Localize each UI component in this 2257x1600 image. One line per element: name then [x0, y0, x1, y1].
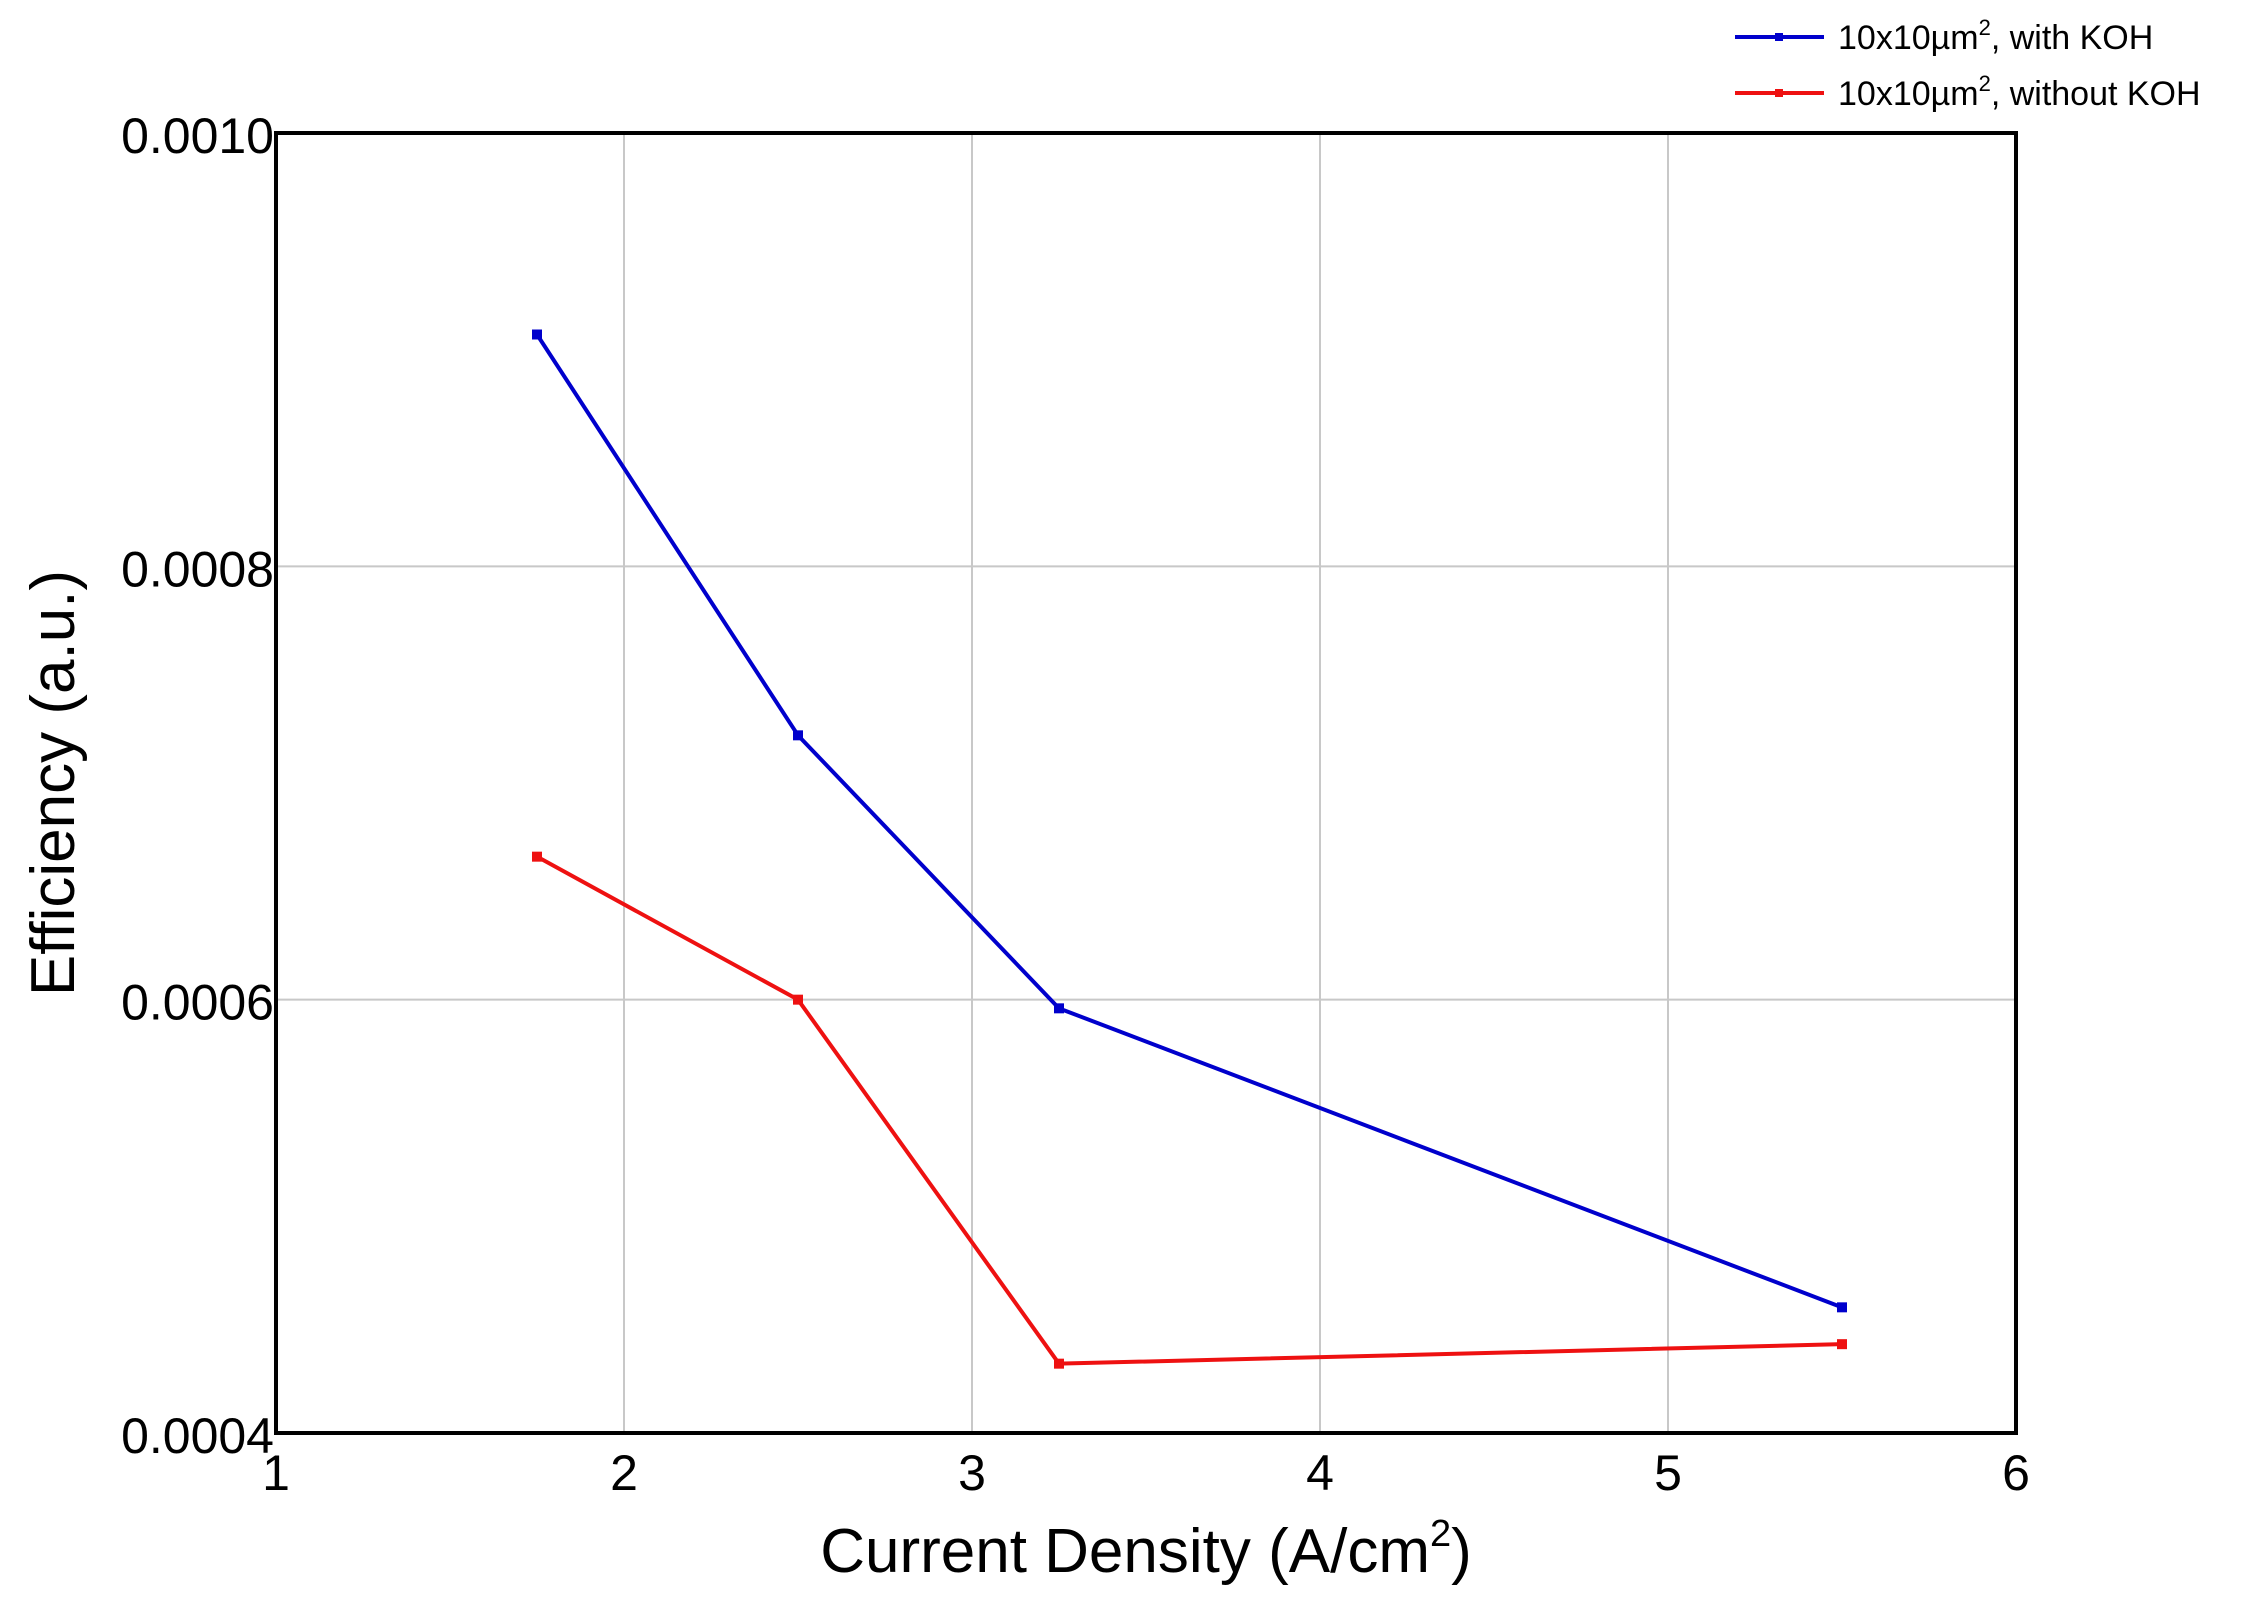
- x-tick-label: 1: [262, 1445, 290, 1501]
- y-tick-label: 0.0010: [121, 108, 274, 164]
- data-point: [532, 329, 542, 340]
- y-tick-label: 0.0008: [121, 541, 274, 597]
- data-point: [793, 730, 803, 741]
- y-tick-label: 0.0004: [121, 1408, 274, 1464]
- x-tick-label: 3: [958, 1445, 986, 1501]
- x-tick-label: 4: [1306, 1445, 1334, 1501]
- legend-item: 10x10µm2, with KOH: [1735, 15, 2153, 57]
- data-point: [1054, 1358, 1064, 1369]
- series-2: [532, 851, 1847, 1369]
- series-line: [536, 854, 1843, 1366]
- data-point: [1837, 1339, 1847, 1350]
- y-axis-title: Efficiency (a.u.): [19, 570, 88, 996]
- series-layer: [532, 329, 1847, 1369]
- legend-label: 10x10µm2, without KOH: [1838, 71, 2201, 113]
- x-tick-label: 6: [2002, 1445, 2030, 1501]
- x-tick-labels: 1 2 3 4 5 6: [262, 1445, 2030, 1501]
- y-tick-label: 0.0006: [121, 975, 274, 1031]
- legend: 10x10µm2, with KOH 10x10µm2, without KOH: [1735, 15, 2201, 113]
- legend-marker: [1775, 89, 1783, 97]
- plot-frame: [274, 131, 2018, 1435]
- grid: [276, 133, 2016, 1433]
- series-1: [532, 329, 1847, 1313]
- series-line: [535, 333, 1843, 1310]
- data-point: [532, 851, 542, 862]
- x-tick-label: 2: [610, 1445, 638, 1501]
- x-tick-label: 5: [1654, 1445, 1682, 1501]
- y-tick-labels: 0.0004 0.0006 0.0008 0.0010: [121, 108, 274, 1464]
- data-point: [1837, 1302, 1847, 1313]
- legend-marker: [1775, 33, 1783, 41]
- legend-label: 10x10µm2, with KOH: [1838, 15, 2153, 57]
- x-axis-title: Current Density (A/cm2): [820, 1513, 1472, 1586]
- data-point: [1054, 1003, 1064, 1014]
- legend-item: 10x10µm2, without KOH: [1735, 71, 2201, 113]
- data-point: [793, 994, 803, 1005]
